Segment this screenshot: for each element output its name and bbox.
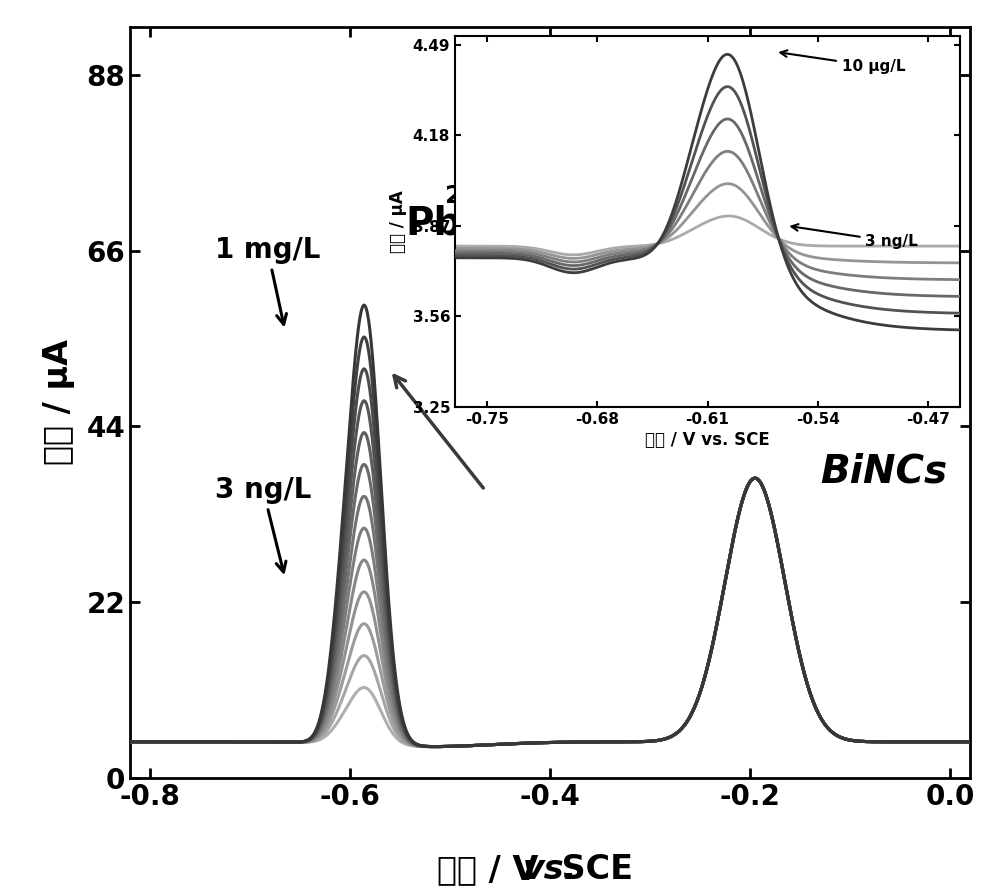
Text: SCE: SCE <box>550 853 633 886</box>
Text: Pb: Pb <box>405 205 461 242</box>
Text: 10 μg/L: 10 μg/L <box>780 50 905 74</box>
Text: 电位 / V: 电位 / V <box>437 853 550 886</box>
Text: 3 ng/L: 3 ng/L <box>791 224 918 249</box>
X-axis label: 电位 / V vs. SCE: 电位 / V vs. SCE <box>645 431 770 449</box>
Text: 2+: 2+ <box>445 183 483 207</box>
Y-axis label: 电流 / μA: 电流 / μA <box>389 190 407 253</box>
Text: 3 ng/L: 3 ng/L <box>215 477 311 572</box>
Y-axis label: 电流 / μA: 电流 / μA <box>42 340 75 465</box>
Text: BiNCs: BiNCs <box>820 452 947 490</box>
Text: 1 mg/L: 1 mg/L <box>215 237 320 325</box>
Text: vs.: vs. <box>523 853 577 886</box>
